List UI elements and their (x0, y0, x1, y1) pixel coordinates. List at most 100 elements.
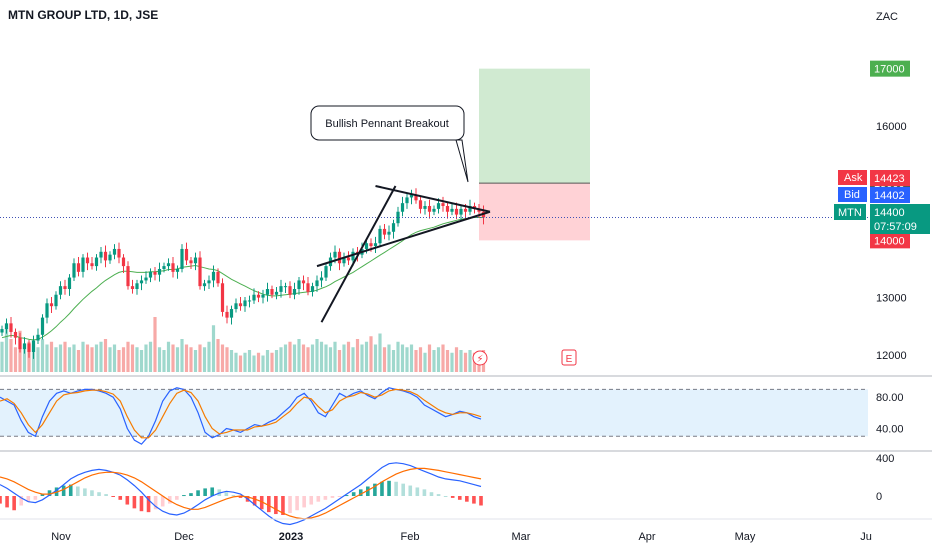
symbol-tag: MTN (838, 207, 862, 219)
candle-body (369, 243, 373, 247)
candle-body (306, 283, 310, 292)
candle-body (405, 197, 409, 204)
candle-body (301, 280, 306, 284)
volume-bar (81, 341, 85, 372)
candle-body (261, 294, 265, 298)
candle-body (157, 268, 162, 275)
volume-bar (49, 341, 54, 372)
macd-histogram-bar (380, 481, 384, 496)
macd-histogram-bar (387, 480, 391, 496)
candle-body (292, 289, 297, 295)
volume-bar (63, 341, 67, 372)
macd-histogram-bar (330, 496, 335, 498)
volume-bar (405, 347, 409, 372)
volume-bar (423, 352, 427, 372)
macd-histogram-bar (309, 496, 314, 505)
macd-histogram-bar (26, 496, 31, 502)
macd-histogram-bar (153, 496, 158, 510)
volume-bar (256, 352, 261, 372)
volume-bar (153, 317, 157, 372)
candle-body (391, 223, 396, 232)
macd-histogram-bar (189, 493, 193, 496)
macd-histogram-bar (288, 496, 292, 514)
volume-bar (229, 350, 234, 372)
volume-bar (94, 344, 99, 372)
price-pane[interactable]: Bullish Pennant Breakout ⚡ E (0, 68, 868, 372)
candle-body (121, 257, 126, 267)
candle-body (351, 251, 355, 261)
candle-body (454, 208, 459, 215)
stochastic-pane[interactable] (0, 387, 868, 445)
price-axis-tick: 12000 (876, 350, 907, 362)
volume-bar (436, 347, 441, 372)
stop-price-tag: 14000 (874, 235, 905, 247)
volume-bar (292, 344, 297, 372)
volume-bar (211, 325, 216, 372)
annotation-text: Bullish Pennant Breakout (325, 118, 449, 130)
macd-histogram-bar (182, 495, 186, 497)
volume-bar (157, 347, 162, 372)
volume-bar (297, 339, 301, 372)
volume-bar (301, 344, 306, 372)
time-axis-tick: Mar (512, 531, 531, 543)
volume-bar (315, 339, 319, 372)
macd-pane[interactable] (0, 462, 483, 526)
candle-body (265, 289, 270, 295)
stochastic-band (0, 389, 868, 437)
candle-body (333, 251, 337, 258)
candle-body (31, 340, 36, 352)
macd-histogram-bar (19, 496, 24, 506)
volume-bar (319, 341, 324, 372)
ask-price-tag-bg (870, 170, 910, 186)
macd-histogram-bar (252, 496, 257, 506)
currency-label: ZAC (876, 11, 898, 23)
last-price-tag-bg (870, 204, 930, 234)
candle-body (54, 294, 58, 307)
macd-histogram-bar (0, 496, 2, 504)
macd-histogram-bar (175, 496, 179, 500)
macd-histogram-bar (316, 496, 321, 502)
candle-body (436, 203, 441, 209)
volume-bar (148, 341, 153, 372)
macd-histogram-bar (104, 494, 108, 496)
volume-bar (175, 347, 180, 372)
volume-bar (324, 344, 328, 372)
macd-histogram-bar (274, 496, 278, 515)
candle-body (364, 243, 369, 249)
volume-bar (90, 347, 94, 372)
volume-bar (450, 352, 454, 372)
candle-body (346, 257, 351, 261)
volume-bar (22, 344, 27, 372)
macd-histogram-bar (160, 496, 165, 507)
macd-histogram-bar (422, 489, 427, 496)
macd-axis-tick: 400 (876, 453, 894, 465)
volume-bar (198, 344, 202, 372)
earnings-icon-box (561, 349, 577, 366)
candle-body (58, 286, 63, 295)
macd-histogram-bar (111, 496, 115, 497)
volume-bar (445, 350, 450, 372)
volume-bar (274, 350, 279, 372)
volume-bar (364, 341, 369, 372)
candle-body (382, 228, 387, 235)
macd-histogram-bar (443, 496, 448, 497)
volume-bar (180, 339, 184, 372)
macd-histogram-bar (47, 490, 52, 496)
volume-bar (171, 344, 175, 372)
candle-body (418, 200, 423, 209)
candle-body (117, 248, 121, 258)
loss-zone (479, 183, 590, 241)
volume-bar (243, 352, 247, 372)
stochastic-axis-tick: 40.00 (876, 423, 904, 435)
macd-histogram-bar (366, 486, 370, 496)
volume-bar (144, 344, 148, 372)
ask-price-tag: 14423 (874, 173, 905, 185)
macd-histogram-bar (167, 496, 172, 504)
candle-body (229, 309, 234, 318)
bid-label: Bid (844, 189, 860, 201)
macd-histogram-bar (118, 496, 123, 500)
dividend-icon-circle (472, 350, 488, 366)
volume-bar (396, 341, 400, 372)
volume-bar (409, 344, 414, 372)
